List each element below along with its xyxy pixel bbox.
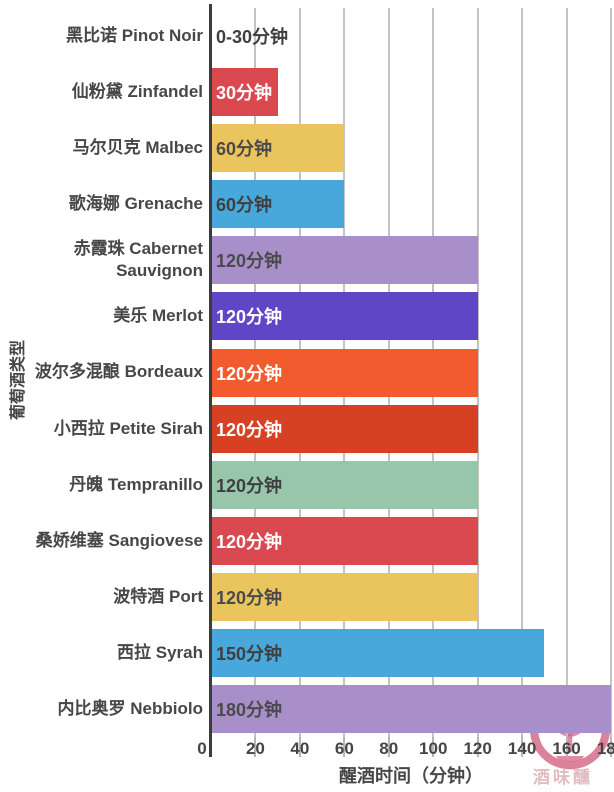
bar-value-label: 60分钟 xyxy=(216,195,273,216)
x-axis-tickmark xyxy=(343,737,346,757)
bar: 180分钟 xyxy=(211,684,611,733)
x-axis-title: 醒酒时间（分钟） xyxy=(339,766,483,786)
gridline xyxy=(521,8,524,737)
gridline xyxy=(610,8,612,737)
x-axis-tickmark xyxy=(298,737,301,757)
bar-value-label: 120分钟 xyxy=(216,531,283,552)
x-tick-label: 60 xyxy=(334,739,354,758)
category-label: 小西拉 Petite Sirah xyxy=(53,418,203,438)
bar: 120分钟 xyxy=(211,516,478,565)
category-label: 仙粉黛 Zinfandel xyxy=(71,82,203,102)
watermark-text: 酒味醺 xyxy=(533,768,593,787)
bar-value-label: 120分钟 xyxy=(216,307,283,328)
x-tick-label: 120 xyxy=(463,739,492,758)
x-axis-tickmark xyxy=(521,737,524,757)
x-tick-label: 40 xyxy=(290,739,310,758)
x-tick-label: 160 xyxy=(552,739,581,758)
bar: 120分钟 xyxy=(211,572,478,621)
category-label: 西拉 Syrah xyxy=(117,642,203,662)
category-label: 桑娇维塞 Sangiovese xyxy=(35,530,203,550)
x-axis-tickmark xyxy=(565,737,568,757)
category-label: 内比奥罗 Nebbiolo xyxy=(57,698,203,718)
x-axis-tickmark xyxy=(432,737,435,757)
gridline xyxy=(476,8,479,737)
x-axis-tickmark xyxy=(387,737,390,757)
bar-value-label: 120分钟 xyxy=(216,587,283,608)
bar: 120分钟 xyxy=(211,292,478,341)
category-label: 丹魄 Tempranillo xyxy=(69,474,203,494)
x-tick-label: 140 xyxy=(507,739,537,758)
bar-value-label: 120分钟 xyxy=(216,251,283,272)
y-axis-line xyxy=(209,4,212,757)
x-tick-label: 100 xyxy=(419,739,448,758)
bar: 30分钟 xyxy=(211,68,278,117)
category-label: 波特酒 Port xyxy=(113,586,203,606)
bar: 120分钟 xyxy=(211,460,478,509)
gridline xyxy=(565,8,568,737)
category-label: 赤霞珠 Cabernet Sauvignon xyxy=(73,239,203,281)
category-label: 黑比诺 Pinot Noir xyxy=(66,25,203,45)
bar-value-label: 60分钟 xyxy=(216,139,273,160)
bar: 150分钟 xyxy=(211,628,545,677)
bar-value-label: 30分钟 xyxy=(216,83,273,104)
bar-value-label: 0-30分钟 xyxy=(216,27,289,48)
bar: 60分钟 xyxy=(211,124,345,173)
x-tick-label: 80 xyxy=(379,739,399,758)
category-label: 马尔贝克 Malbec xyxy=(72,138,203,158)
category-labels-column: 黑比诺 Pinot Noir 仙粉黛 Zinfandel 马尔贝克 Malbec 歌海… xyxy=(8,8,203,737)
bar-value-label: 150分钟 xyxy=(216,643,283,664)
bar: 120分钟 xyxy=(211,404,478,453)
bar-value-label: 120分钟 xyxy=(216,475,283,496)
bar-value-label: 120分钟 xyxy=(216,419,283,440)
x-axis-tickmark xyxy=(254,737,257,757)
category-label: 歌海娜 Grenache xyxy=(68,194,203,214)
x-tick-label: 20 xyxy=(245,739,265,758)
category-label: 美乐 Merlot xyxy=(113,306,203,326)
bar: 60分钟 xyxy=(211,180,345,229)
bar-value-label: 120分钟 xyxy=(216,363,283,384)
bar: 120分钟 xyxy=(211,236,478,285)
x-tick-label: 0 xyxy=(197,739,207,758)
bar: 120分钟 xyxy=(211,348,478,397)
category-label: 波尔多混酿 Bordeaux xyxy=(34,362,203,382)
plot-area: 0-30分钟 30分钟 60分钟 60分钟 120分钟 120分钟 120分钟 120分钟 12… xyxy=(211,8,612,737)
x-tick-label: 180 xyxy=(596,739,614,758)
bar-value-label: 180分钟 xyxy=(216,699,283,720)
x-axis-tickmark xyxy=(476,737,479,757)
x-axis-tickmark xyxy=(610,737,612,757)
